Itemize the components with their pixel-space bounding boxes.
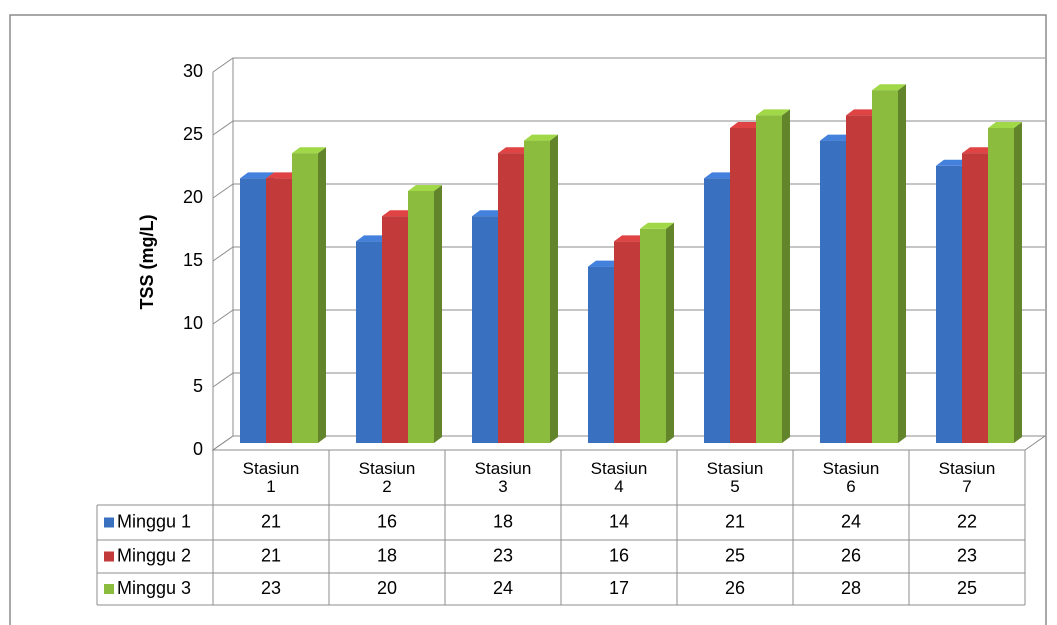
table-value: 14 (609, 511, 629, 531)
bar-top (356, 235, 390, 242)
bar-side (666, 222, 674, 443)
table-value: 26 (841, 545, 861, 565)
bar-side (782, 109, 790, 444)
bar (292, 153, 318, 443)
table-value: 24 (841, 511, 861, 531)
table-value: 16 (377, 511, 397, 531)
table-value: 21 (261, 511, 281, 531)
x-tick-label: Stasiun 5 (706, 459, 764, 496)
bar (872, 90, 898, 443)
table-value: 20 (377, 578, 397, 598)
bar-top (382, 210, 416, 217)
bar-side (898, 84, 906, 443)
table-value: 25 (957, 578, 977, 598)
bar-top (820, 134, 854, 141)
table-value: 18 (377, 545, 397, 565)
y-axis-title: TSS (mg/L) (137, 215, 157, 310)
y-tick-label: 25 (183, 124, 203, 144)
table-value: 23 (493, 545, 513, 565)
bar (936, 165, 962, 444)
grid-line (212, 183, 1045, 199)
bar (614, 241, 640, 443)
x-tick-label: Stasiun 3 (474, 459, 532, 496)
legend-swatch (104, 517, 114, 528)
table-value: 28 (841, 578, 861, 598)
bar-side (1014, 122, 1022, 443)
bar-top (756, 109, 790, 116)
grid-line (212, 57, 1045, 73)
y-tick-label: 20 (183, 187, 203, 207)
bar (266, 178, 292, 443)
bar-top (498, 147, 532, 154)
table-value: 23 (957, 545, 977, 565)
x-tick-label: Stasiun 4 (590, 459, 648, 496)
bar-top (472, 210, 506, 217)
table-value: 18 (493, 511, 513, 531)
legend-label: Minggu 2 (117, 545, 191, 565)
bar (962, 153, 988, 443)
legend-label: Minggu 3 (117, 578, 191, 598)
table-value: 25 (725, 545, 745, 565)
bar (498, 153, 524, 443)
bar-top (292, 147, 326, 154)
bar-top (240, 172, 274, 179)
table-value: 21 (261, 545, 281, 565)
bar-top (962, 147, 996, 154)
bar-top (846, 109, 880, 116)
table-value: 23 (261, 578, 281, 598)
bar-top (936, 159, 970, 166)
bar-top (266, 172, 300, 179)
bar-top (872, 84, 906, 91)
y-tick-label: 15 (183, 250, 203, 270)
y-tick-label: 0 (193, 439, 203, 459)
x-tick-label: Stasiun 6 (822, 459, 880, 496)
legend-swatch (104, 551, 114, 562)
x-tick-label: Stasiun 7 (938, 459, 996, 496)
bar (524, 140, 550, 443)
bar-side (434, 185, 442, 443)
bar-side (318, 147, 326, 443)
legend-label: Minggu 1 (117, 511, 191, 531)
bar-top (640, 222, 674, 229)
chart-frame (9, 14, 1047, 625)
bar-top (988, 122, 1022, 128)
bar-top (614, 235, 648, 242)
bar (640, 228, 666, 443)
table-value: 16 (609, 545, 629, 565)
bar (472, 216, 498, 443)
bar-top (730, 122, 764, 128)
grid-line (212, 120, 1045, 136)
bar-top (524, 134, 558, 141)
bar-top (704, 172, 738, 179)
bar (588, 266, 614, 443)
bar-top (408, 185, 442, 191)
y-tick-label: 30 (183, 61, 203, 81)
bar (408, 191, 434, 443)
bar (820, 140, 846, 443)
y-tick-label: 10 (183, 313, 203, 333)
bar (356, 241, 382, 443)
bar-side (550, 134, 558, 443)
table-value: 26 (725, 578, 745, 598)
bar (988, 128, 1014, 443)
bar (756, 115, 782, 444)
bar-top (588, 260, 622, 267)
table-value: 24 (493, 578, 513, 598)
y-tick-label: 5 (193, 376, 203, 396)
bar (704, 178, 730, 443)
bar (846, 115, 872, 444)
table-value: 17 (609, 578, 629, 598)
x-tick-label: Stasiun 1 (242, 459, 300, 496)
table-value: 21 (725, 511, 745, 531)
bar (730, 128, 756, 443)
bar (382, 216, 408, 443)
legend-swatch (104, 584, 114, 594)
x-tick-label: Stasiun 2 (358, 459, 416, 496)
table-value: 22 (957, 511, 977, 531)
bar (240, 178, 266, 443)
